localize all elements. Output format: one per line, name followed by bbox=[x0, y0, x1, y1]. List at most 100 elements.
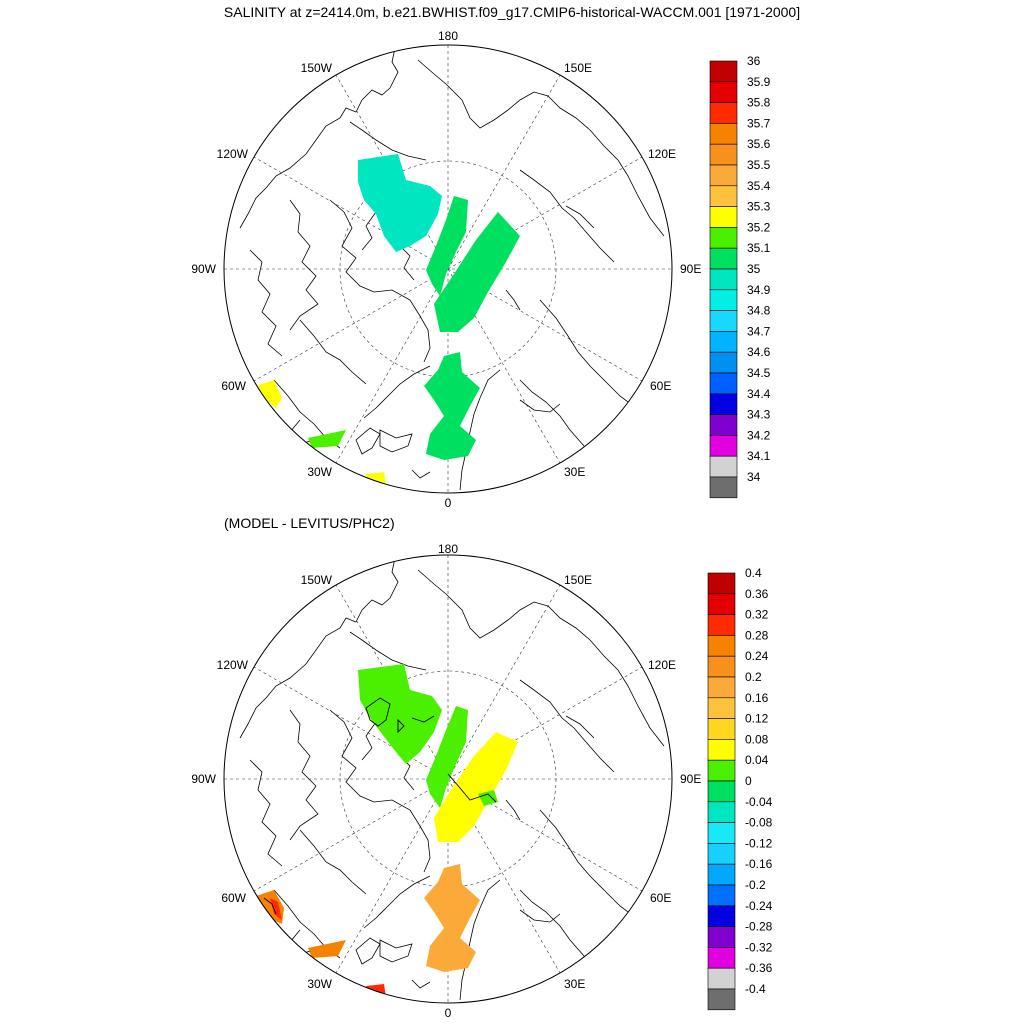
colorbar-difference-swatch bbox=[707, 988, 736, 1011]
colorbar-salinity-label: 34.9 bbox=[747, 283, 771, 297]
lon-label-90w: 90W bbox=[191, 772, 216, 786]
lon-label-0: 0 bbox=[445, 1006, 452, 1020]
colorbar-difference-label: -0.04 bbox=[745, 795, 773, 809]
colorbar-salinity-label: 35.8 bbox=[747, 96, 771, 110]
region-irminger-sea bbox=[308, 430, 346, 448]
colorbar-salinity-swatch bbox=[709, 185, 738, 207]
colorbar-difference-swatch bbox=[707, 947, 736, 969]
colorbar-difference-label: -0.12 bbox=[745, 836, 773, 850]
lon-label-30e: 30E bbox=[564, 977, 585, 991]
map-boundary bbox=[223, 554, 673, 1004]
colorbar-difference-label: -0.2 bbox=[745, 878, 766, 892]
colorbar-difference-swatch bbox=[707, 780, 736, 803]
difference-map: 180 0 90W 90E 150W 120W 150E 120E 60W 30… bbox=[191, 542, 773, 1020]
colorbar-difference-swatch bbox=[707, 822, 736, 844]
colorbar-difference-swatch bbox=[707, 593, 736, 615]
colorbar-salinity-label: 34.7 bbox=[747, 324, 771, 338]
colorbar-salinity-label: 34.2 bbox=[747, 428, 771, 442]
colorbar-difference-label: 0.08 bbox=[745, 732, 769, 746]
colorbar-difference-swatch bbox=[707, 655, 736, 678]
region-nordic-seas bbox=[424, 352, 480, 460]
plot-title: SALINITY at z=2414.0m, b.e21.BWHIST.f09_… bbox=[223, 4, 801, 20]
region-eurasian-basin-b bbox=[434, 212, 520, 332]
lon-label-120e: 120E bbox=[648, 658, 676, 672]
colorbar-salinity-swatch bbox=[709, 393, 738, 415]
colorbar-salinity-label: 34.5 bbox=[747, 366, 771, 380]
colorbar-salinity-swatch bbox=[709, 435, 738, 457]
colorbar-difference-label: 0.16 bbox=[745, 691, 769, 705]
lon-label-120w: 120W bbox=[217, 658, 249, 672]
colorbar-salinity-swatch bbox=[709, 455, 738, 478]
colorbar-difference-swatch bbox=[707, 884, 736, 907]
colorbar-salinity-label: 34.4 bbox=[747, 387, 771, 401]
colorbar-difference-label: 0.2 bbox=[745, 670, 762, 684]
colorbar-difference-swatch bbox=[707, 926, 736, 948]
colorbar-salinity-label: 34.6 bbox=[747, 345, 771, 359]
colorbar-difference-swatch bbox=[707, 967, 736, 990]
colorbar-salinity-swatch bbox=[709, 310, 738, 332]
colorbar-salinity-swatch bbox=[709, 60, 738, 83]
colorbar-difference-label: 0 bbox=[745, 774, 752, 788]
colorbar-salinity-swatch bbox=[709, 268, 738, 291]
colorbar-difference-label: -0.4 bbox=[745, 982, 766, 996]
colorbar-salinity-swatch bbox=[709, 164, 738, 187]
colorbar-salinity-label: 34 bbox=[747, 470, 761, 484]
region-irminger-sea bbox=[308, 940, 346, 958]
region-iceland-south bbox=[366, 472, 386, 488]
colorbar-salinity-swatch bbox=[709, 123, 738, 145]
colorbar-difference-label: -0.08 bbox=[745, 816, 773, 830]
colorbar-difference-label: 0.12 bbox=[745, 712, 769, 726]
colorbar-salinity-swatch bbox=[709, 372, 738, 395]
colorbar-salinity-label: 35.3 bbox=[747, 200, 771, 214]
colorbar-salinity-swatch bbox=[709, 331, 738, 353]
colorbar-salinity-swatch bbox=[709, 143, 738, 166]
colorbar-salinity-label: 34.1 bbox=[747, 449, 771, 463]
longitude-labels: 180 0 90W 90E 150W 120W 150E 120E 60W 30… bbox=[191, 29, 701, 510]
colorbar-difference-label: -0.16 bbox=[745, 857, 773, 871]
colorbar-salinity-swatch bbox=[709, 351, 738, 374]
colorbar-difference-swatch bbox=[707, 843, 736, 865]
region-canada-basin bbox=[358, 664, 442, 764]
lon-label-0: 0 bbox=[445, 496, 452, 510]
colorbar-difference: 0.4 0.36 0.32 0.28 0.24 0.2 0.16 0.12 0.08 0.04 0 -… bbox=[707, 566, 773, 1011]
colorbar-difference-swatch bbox=[707, 905, 736, 927]
region-eurasian-edge bbox=[426, 706, 468, 808]
contour-lines bbox=[263, 697, 497, 915]
difference-title: (MODEL - LEVITUS/PHC2) bbox=[224, 515, 395, 531]
map-content bbox=[224, 45, 672, 493]
lon-label-60w: 60W bbox=[221, 379, 246, 393]
salinity-map: 180 0 90W 90E 150W 120W 150E 120E 60W 30… bbox=[191, 29, 771, 510]
lon-label-30w: 30W bbox=[307, 465, 332, 479]
colorbar-difference-swatch bbox=[707, 697, 736, 719]
colorbar-difference-label: -0.24 bbox=[745, 899, 773, 913]
region-labrador-sea bbox=[256, 380, 282, 408]
colorbar-salinity-swatch bbox=[709, 102, 738, 124]
colorbar-salinity-label: 35.1 bbox=[747, 241, 771, 255]
colorbar-difference-swatch bbox=[707, 801, 736, 823]
map-content bbox=[224, 555, 672, 1003]
colorbar-difference-label: 0.36 bbox=[745, 587, 769, 601]
lon-label-180: 180 bbox=[438, 542, 458, 556]
lon-label-150e: 150E bbox=[564, 61, 592, 75]
colorbar-difference-label: 0.32 bbox=[745, 608, 769, 622]
coastlines bbox=[239, 47, 665, 491]
lon-label-90w: 90W bbox=[191, 262, 216, 276]
colorbar-salinity-label: 35.2 bbox=[747, 220, 771, 234]
lon-label-30w: 30W bbox=[307, 977, 332, 991]
colorbar-difference-label: -0.32 bbox=[745, 940, 773, 954]
region-canada-basin bbox=[358, 154, 442, 252]
region-nordic-seas bbox=[424, 864, 480, 972]
map-boundary bbox=[223, 44, 673, 494]
lon-label-60w: 60W bbox=[221, 891, 246, 905]
colorbar-salinity-label: 35.7 bbox=[747, 116, 771, 130]
colorbar-difference-label: -0.28 bbox=[745, 920, 773, 934]
colorbar-difference-label: 0.04 bbox=[745, 753, 769, 767]
lon-label-150e: 150E bbox=[564, 573, 592, 587]
colorbar-salinity-swatch bbox=[709, 476, 738, 499]
colorbar-difference-label: 0.24 bbox=[745, 649, 769, 663]
colorbar-difference-swatch bbox=[707, 863, 736, 886]
colorbar-salinity: 36 35.9 35.8 35.7 35.6 35.5 35.4 35.3 35.2 35.1 35… bbox=[709, 54, 771, 499]
colorbar-salinity-swatch bbox=[709, 414, 738, 436]
lon-label-90e: 90E bbox=[680, 262, 701, 276]
lon-label-90e: 90E bbox=[680, 772, 701, 786]
